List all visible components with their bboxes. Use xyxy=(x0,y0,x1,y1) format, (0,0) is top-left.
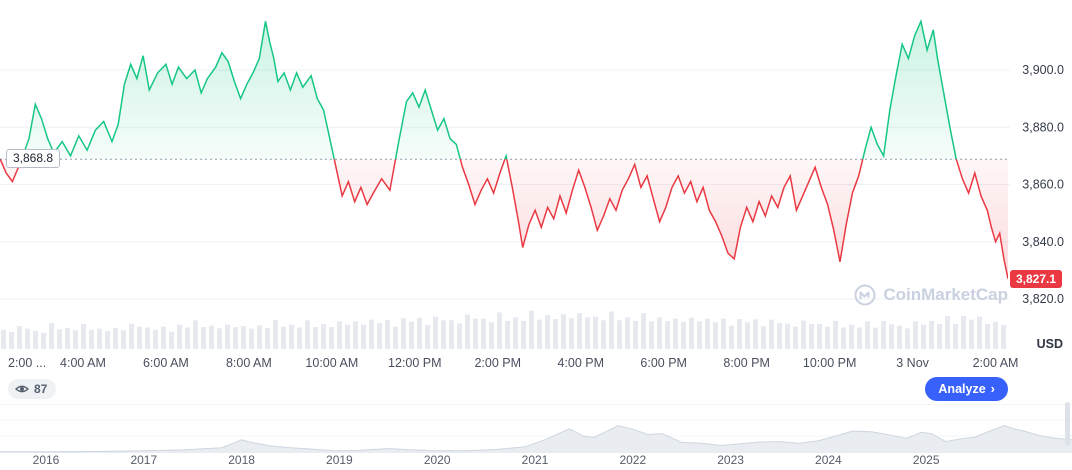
year-axis-label: 2025 xyxy=(912,453,940,467)
year-axis-label: 2023 xyxy=(717,453,744,467)
year-axis-label: 2016 xyxy=(32,453,60,467)
year-axis-label: 2022 xyxy=(619,453,647,467)
y-axis-label: 3,840.0 xyxy=(1022,235,1064,249)
year-axis-label: 2019 xyxy=(326,453,353,467)
time-axis-label: 8:00 AM xyxy=(225,356,272,370)
analyze-label: Analyze xyxy=(938,382,986,396)
time-axis-label: 6:00 AM xyxy=(142,356,189,370)
time-axis: 2:00 ... 4:00 AM 6:00 AM 8:00 AM 10:00 AM 12:… xyxy=(0,354,1072,374)
time-axis-label: 8:00 PM xyxy=(723,356,770,370)
time-axis-label: 2:00 ... xyxy=(8,356,47,370)
year-axis-label: 2024 xyxy=(815,453,842,467)
time-axis-label: 2:00 PM xyxy=(474,356,522,370)
baseline-price-tag: 3,868.8 xyxy=(6,149,61,169)
timeline-navigator[interactable]: 2016 2017 2018 2019 2020 2021 2022 2023 2024 2025 xyxy=(0,404,1072,470)
coinmarketcap-logo-icon xyxy=(854,284,876,306)
time-axis-label: 2:00 AM xyxy=(972,356,1019,370)
year-axis-label: 2021 xyxy=(521,453,549,467)
time-axis-label: 10:00 PM xyxy=(802,356,857,370)
time-axis-label: 12:00 PM xyxy=(388,356,442,370)
y-axis-label: 3,880.0 xyxy=(1022,120,1064,134)
timeline-navigator-svg xyxy=(0,419,1072,453)
watchers-count: 87 xyxy=(34,382,48,396)
year-axis-label: 2020 xyxy=(423,453,451,467)
watermark-text: CoinMarketCap xyxy=(883,285,1008,304)
y-axis-label: 3,820.0 xyxy=(1022,292,1064,306)
analyze-button[interactable]: Analyze › xyxy=(925,377,1008,401)
chevron-right-icon: › xyxy=(990,381,995,396)
time-axis-label: 6:00 PM xyxy=(640,356,687,370)
eye-icon xyxy=(15,385,29,393)
coinmarketcap-watermark: CoinMarketCap xyxy=(854,284,1008,306)
price-chart-svg: 3,900.0 3,880.0 3,860.0 3,840.0 3,820.0 xyxy=(0,18,1064,349)
price-chart-area[interactable]: 3,900.0 3,880.0 3,860.0 3,840.0 3,820.0 3,86… xyxy=(0,0,1072,354)
current-price-badge: 3,827.1 xyxy=(1010,269,1063,288)
y-axis-label: 3,900.0 xyxy=(1022,63,1064,77)
scrollbar-thumb[interactable] xyxy=(1065,402,1070,446)
time-axis-label: 4:00 PM xyxy=(557,356,605,370)
watchers-badge[interactable]: 87 xyxy=(8,379,57,399)
year-axis-label: 2018 xyxy=(228,453,255,467)
chart-controls-row: 87 Analyze › xyxy=(0,374,1072,404)
time-axis-label: 3 Nov xyxy=(896,356,929,370)
currency-label: USD xyxy=(1036,337,1063,351)
year-axis-label: 2017 xyxy=(130,453,158,467)
time-axis-label: 4:00 AM xyxy=(60,356,106,370)
y-axis-label: 3,860.0 xyxy=(1022,178,1064,192)
time-axis-label: 10:00 AM xyxy=(305,356,359,370)
